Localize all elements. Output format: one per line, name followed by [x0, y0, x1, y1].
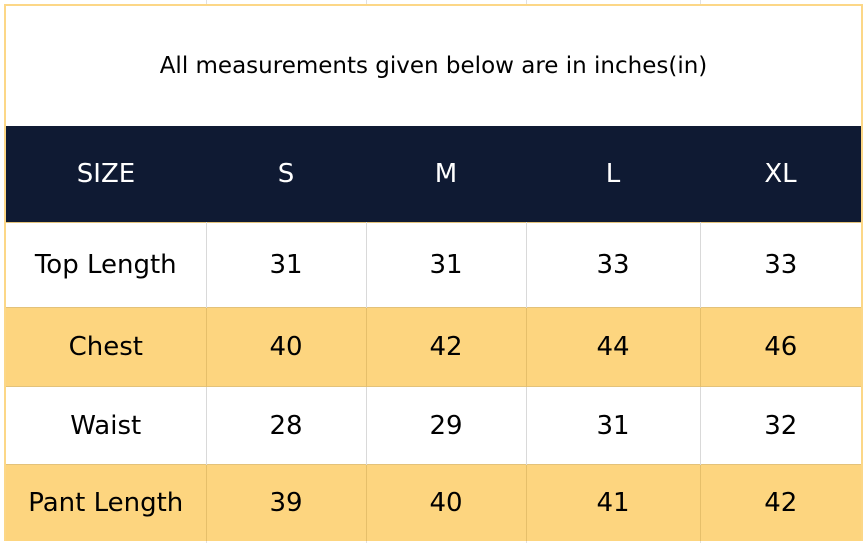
table-cell: 42 — [366, 307, 527, 387]
row-label: Top Length — [6, 222, 207, 308]
header-cell-l: L — [526, 126, 700, 223]
table-cell: 28 — [206, 386, 367, 465]
table-cell: 33 — [700, 222, 861, 308]
table-cell: 46 — [700, 307, 861, 387]
header-cell-size: SIZE — [6, 126, 206, 223]
header-row: SIZE S M L XL — [6, 126, 861, 223]
table-cell: 32 — [700, 386, 861, 465]
table-cell: 33 — [526, 222, 701, 308]
table-cell: 31 — [206, 222, 367, 308]
table-row-chest: Chest 40 42 44 46 — [6, 307, 861, 387]
table-cell: 31 — [366, 222, 527, 308]
table-row-top-length: Top Length 31 31 33 33 — [6, 222, 861, 308]
row-label: Chest — [6, 307, 207, 387]
row-label: Waist — [6, 386, 207, 465]
measurement-note: All measurements given below are in inch… — [159, 53, 708, 79]
table-row-waist: Waist 28 29 31 32 — [6, 386, 861, 465]
table-cell: 42 — [700, 464, 861, 541]
table-cell: 44 — [526, 307, 701, 387]
header-cell-m: M — [366, 126, 526, 223]
header-cell-xl: XL — [700, 126, 861, 223]
table-row-pant-length: Pant Length 39 40 41 42 — [6, 464, 861, 541]
size-chart-frame: All measurements given below are in inch… — [4, 4, 863, 541]
table-cell: 39 — [206, 464, 367, 541]
header-cell-s: S — [206, 126, 366, 223]
table-cell: 40 — [206, 307, 367, 387]
table-cell: 29 — [366, 386, 527, 465]
row-label: Pant Length — [6, 464, 207, 541]
table-cell: 40 — [366, 464, 527, 541]
size-chart-table: SIZE S M L XL Top Length 31 31 33 33 Che… — [6, 126, 861, 541]
table-cell: 41 — [526, 464, 701, 541]
table-cell: 31 — [526, 386, 701, 465]
